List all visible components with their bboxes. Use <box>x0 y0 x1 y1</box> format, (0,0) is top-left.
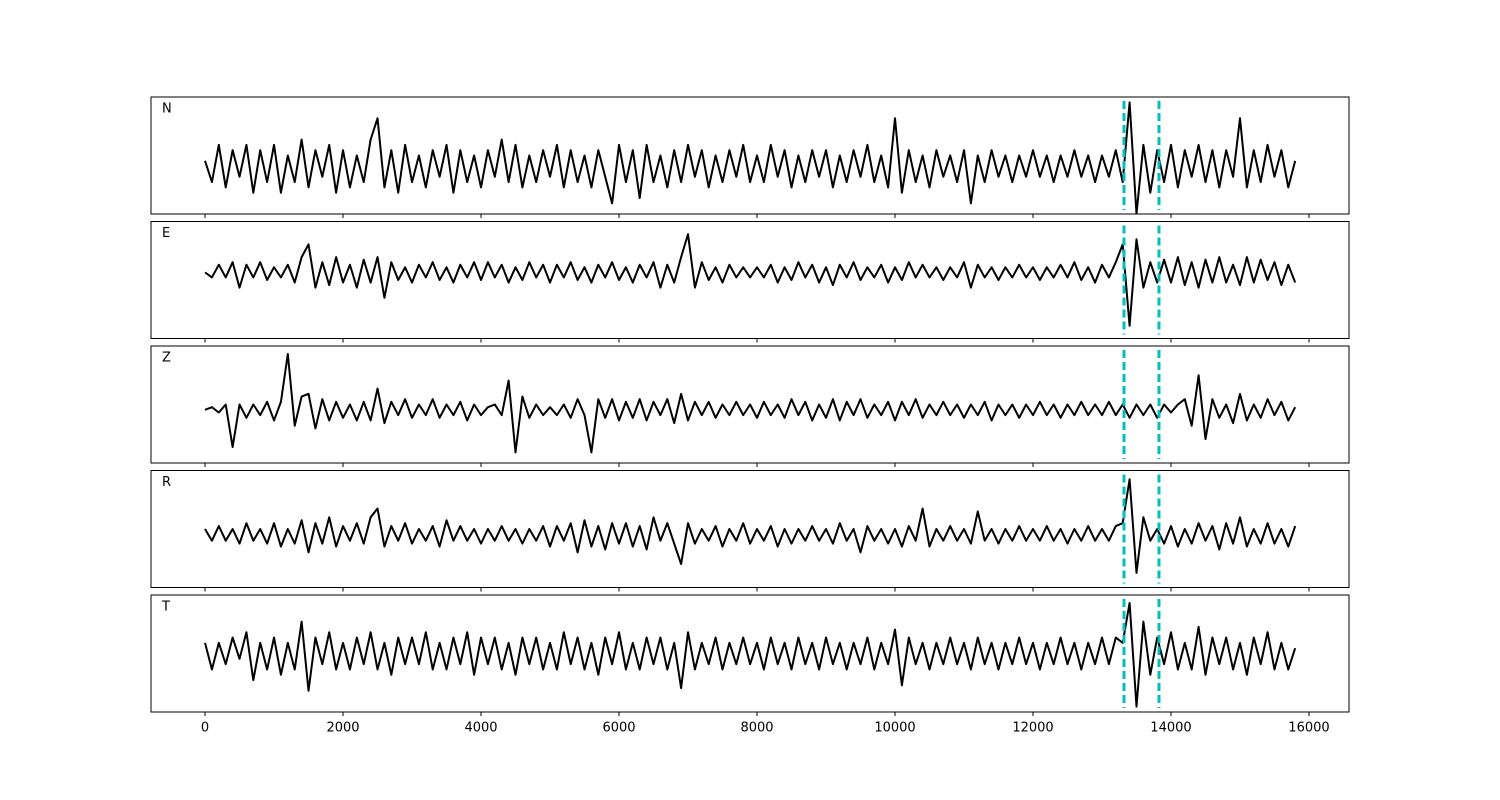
x-tick-label: 16000 <box>1288 721 1329 736</box>
panel-frame <box>150 470 1350 588</box>
x-tick-label: 8000 <box>740 721 773 736</box>
trace <box>204 101 1297 214</box>
panel-frame <box>150 594 1350 713</box>
panel-label: E <box>162 226 170 241</box>
panel-frame <box>150 345 1350 464</box>
trace <box>204 601 1297 708</box>
panel-frame <box>150 96 1350 215</box>
x-tick-label: 12000 <box>1012 721 1053 736</box>
x-tick-label: 14000 <box>1150 721 1191 736</box>
trace <box>204 478 1297 574</box>
trace <box>204 233 1297 327</box>
panel-label: Z <box>162 351 171 366</box>
x-tick-label: 2000 <box>326 721 359 736</box>
panel-label: T <box>161 600 170 615</box>
x-tick-label: 4000 <box>464 721 497 736</box>
x-tick-label: 0 <box>201 721 209 736</box>
trace <box>204 352 1297 454</box>
panel-label: N <box>162 102 172 117</box>
x-tick-label: 10000 <box>874 721 915 736</box>
panel-frame <box>150 221 1350 339</box>
panel-label: R <box>162 475 171 490</box>
x-tick-label: 6000 <box>602 721 635 736</box>
